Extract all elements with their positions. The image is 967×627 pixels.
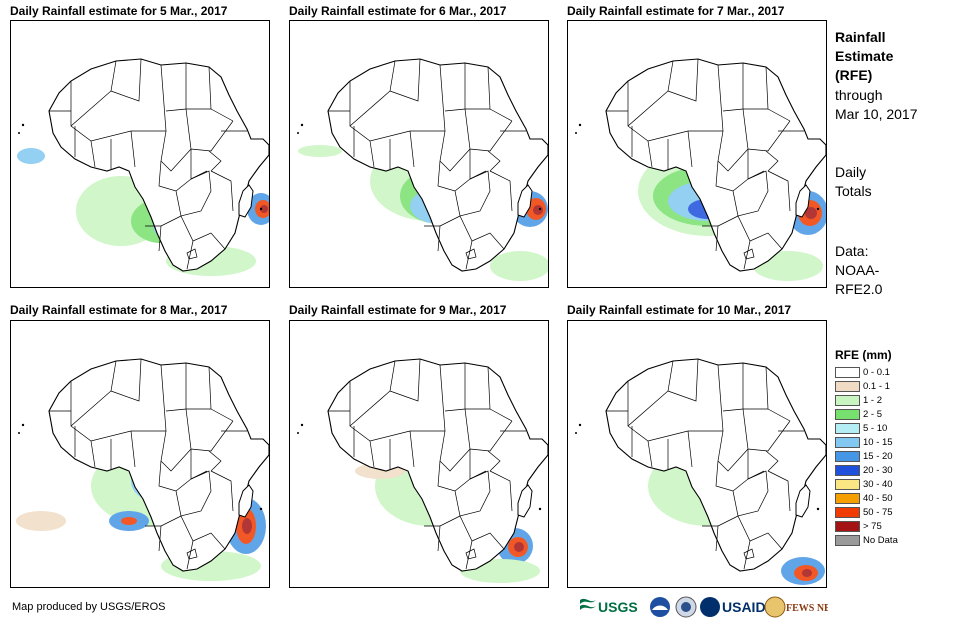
panel-title-3: Daily Rainfall estimate for 7 Mar., 2017	[567, 4, 785, 18]
legend-item: 0.1 - 1	[835, 380, 955, 394]
legend-item: 15 - 20	[835, 450, 955, 464]
legend-label: 15 - 20	[863, 451, 893, 462]
rainfall-map-5-mar	[10, 20, 270, 288]
legend-item: 2 - 5	[835, 408, 955, 422]
data-source: Data: NOAA- RFE2.0	[835, 243, 883, 297]
legend-label: > 75	[863, 521, 882, 532]
panel-title-1: Daily Rainfall estimate for 5 Mar., 2017	[10, 4, 228, 18]
legend-label: 0 - 0.1	[863, 367, 890, 378]
legend-label: 30 - 40	[863, 479, 893, 490]
legend-swatch	[835, 395, 860, 406]
rainfall-map-6-mar	[289, 20, 549, 288]
legend-item: No Data	[835, 534, 955, 548]
legend-label: 5 - 10	[863, 423, 888, 434]
legend-label: 1 - 2	[863, 395, 883, 406]
legend-swatch	[835, 521, 860, 532]
usgs-logo-text: USGS	[598, 599, 638, 615]
legend-swatch	[835, 451, 860, 462]
legend-swatch	[835, 479, 860, 490]
usaid-logo-text: USAID	[722, 599, 766, 615]
legend-item: 0 - 0.1	[835, 366, 955, 380]
legend-label: 40 - 50	[863, 493, 893, 504]
legend-swatch	[835, 381, 860, 392]
legend-label: No Data	[863, 535, 898, 546]
usgs-logo: USGS	[580, 598, 638, 615]
legend-item: > 75	[835, 520, 955, 534]
legend-label: 2 - 5	[863, 409, 883, 420]
panel-title-4: Daily Rainfall estimate for 8 Mar., 2017	[10, 303, 228, 317]
legend-swatch	[835, 423, 860, 434]
legend-swatch	[835, 367, 860, 378]
legend-item: 5 - 10	[835, 422, 955, 436]
daily-totals: Daily Totals	[835, 164, 872, 199]
legend-item: 1 - 2	[835, 394, 955, 408]
fews-net-logo: FEWS NET	[764, 596, 838, 618]
legend-item: 10 - 15	[835, 436, 955, 450]
legend-item: 50 - 75	[835, 506, 955, 520]
legend-title: RFE (mm)	[835, 348, 892, 362]
legend: 0 - 0.1 0.1 - 1 1 - 2 2 - 5 5 - 10 10 - 15 15 …	[835, 366, 955, 548]
legend-item: 20 - 30	[835, 464, 955, 478]
legend-label: 10 - 15	[863, 437, 893, 448]
fews-net-logo-text: FEWS NET	[786, 603, 828, 614]
panel-title-2: Daily Rainfall estimate for 6 Mar., 2017	[289, 4, 507, 18]
map-credit: Map produced by USGS/EROS	[12, 601, 166, 613]
rainfall-map-9-mar	[289, 320, 549, 588]
through-date: through Mar 10, 2017	[835, 87, 918, 122]
noaa-logo	[650, 597, 670, 617]
rainfall-map-10-mar	[567, 320, 827, 588]
legend-swatch	[835, 535, 860, 546]
legend-label: 50 - 75	[863, 507, 893, 518]
legend-swatch	[835, 409, 860, 420]
legend-item: 40 - 50	[835, 492, 955, 506]
legend-item: 30 - 40	[835, 478, 955, 492]
panel-title-6: Daily Rainfall estimate for 10 Mar., 201…	[567, 303, 792, 317]
legend-swatch	[835, 437, 860, 448]
legend-label: 0.1 - 1	[863, 381, 890, 392]
agency-logos: USGS USAID FEWS NET	[578, 594, 838, 622]
rainfall-map-7-mar	[567, 20, 827, 288]
panel-title-5: Daily Rainfall estimate for 9 Mar., 2017	[289, 303, 507, 317]
legend-swatch	[835, 493, 860, 504]
dhs-seal	[675, 596, 697, 618]
usaid-logo: USAID	[700, 597, 766, 617]
legend-swatch	[835, 507, 860, 518]
rfe-title: Rainfall Estimate (RFE)	[835, 29, 894, 83]
legend-label: 20 - 30	[863, 465, 893, 476]
rainfall-map-8-mar	[10, 320, 270, 588]
legend-swatch	[835, 465, 860, 476]
